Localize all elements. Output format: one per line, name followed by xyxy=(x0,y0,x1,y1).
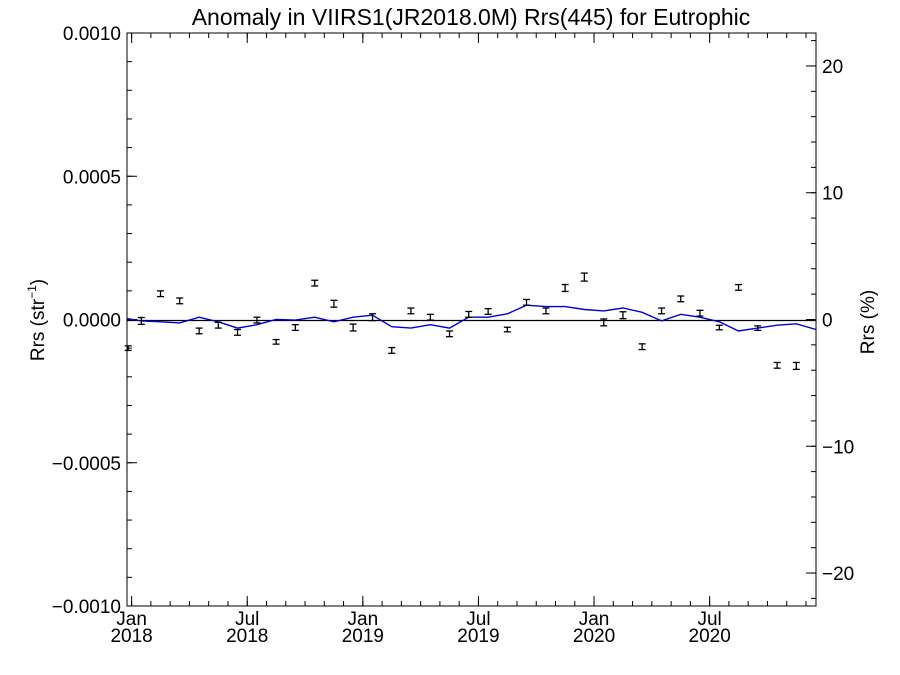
errorbar-point xyxy=(311,279,319,287)
right-tick-label: 20 xyxy=(822,57,843,78)
errorbar-point xyxy=(176,297,184,305)
errorbar-point xyxy=(484,307,492,315)
errorbar-point xyxy=(137,316,145,326)
right-axis-ticks: 20 10 0 −10 −20 xyxy=(806,40,854,599)
errorbar-point xyxy=(446,330,454,338)
x-tick-month-label: Jul xyxy=(466,609,490,630)
left-tick-label: −0.0010 xyxy=(52,597,121,618)
right-tick-label: 10 xyxy=(822,184,843,205)
left-tick-label: 0.0010 xyxy=(63,24,121,45)
errorbar-point xyxy=(426,313,434,321)
x-tick-year-label: 2020 xyxy=(573,626,615,647)
errorbar-point xyxy=(696,309,704,317)
left-tick-label: 0.0005 xyxy=(63,167,121,188)
errorbar-point xyxy=(272,338,280,345)
errorbar-point xyxy=(349,323,357,332)
errorbar-point xyxy=(754,325,762,332)
errorbar-point xyxy=(369,313,377,322)
errorbar-point xyxy=(291,324,299,332)
errorbar-point xyxy=(792,361,800,371)
y-axis-label-superscript: −1 xyxy=(25,285,39,299)
right-tick-label: −20 xyxy=(822,564,854,585)
errorbar-point xyxy=(523,298,531,306)
x-tick-month-label: Jul xyxy=(235,609,259,630)
errorbar-point xyxy=(638,343,646,351)
errorbar-point xyxy=(600,318,608,327)
x-tick-year-label: 2018 xyxy=(110,626,152,647)
errorbar-point xyxy=(773,361,781,369)
left-tick-label: −0.0005 xyxy=(52,454,121,475)
x-tick-month-label: Jan xyxy=(579,609,610,630)
mean-anomaly-line-series xyxy=(126,304,817,332)
left-axis-ticks: 0.0010 0.0005 0.0000 −0.0005 −0.0010 xyxy=(52,24,137,618)
errorbar-point xyxy=(195,327,203,335)
errorbar-point xyxy=(124,345,132,352)
errorbar-point xyxy=(330,299,338,308)
y2-axis-label: Rrs (%) xyxy=(858,290,879,354)
y-axis-label-close: ) xyxy=(28,279,49,285)
x-tick-year-label: 2019 xyxy=(342,626,384,647)
x-tick-year-label: 2020 xyxy=(689,626,731,647)
errorbar-point xyxy=(157,290,165,298)
x-tick-month-label: Jan xyxy=(348,609,379,630)
x-tick-month-label: Jan xyxy=(116,609,147,630)
errorbar-point xyxy=(561,283,569,293)
errorbar-point xyxy=(465,310,473,318)
errorbar-point xyxy=(503,326,511,333)
mean-anomaly-line xyxy=(126,304,817,332)
y-axis-label-text: Rrs (str xyxy=(28,298,49,361)
errorbar-point xyxy=(715,324,723,331)
left-tick-label: 0.0000 xyxy=(63,311,121,332)
errorbar-point xyxy=(407,307,415,315)
x-tick-month-label: Jul xyxy=(697,609,721,630)
chart-title: Anomaly in VIIRS1(JR2018.0M) Rrs(445) fo… xyxy=(192,4,751,30)
errorbar-point xyxy=(234,328,242,336)
x-tick-year-label: 2018 xyxy=(226,626,268,647)
errorbar-point xyxy=(658,307,666,315)
x-axis-ticks: Jan2018Jul2018Jan2019Jul2019Jan2020Jul20… xyxy=(110,33,807,647)
y-axis-label: Rrs (str−1) xyxy=(25,279,49,361)
errorbar-point xyxy=(253,316,261,324)
errorbar-point xyxy=(214,321,222,329)
right-tick-label: −10 xyxy=(822,437,854,458)
errorbar-point xyxy=(580,272,588,282)
anomaly-errorbar-series xyxy=(124,272,800,371)
x-tick-year-label: 2019 xyxy=(457,626,499,647)
errorbar-point xyxy=(735,283,743,291)
errorbar-point xyxy=(619,311,627,320)
errorbar-point xyxy=(388,346,396,354)
errorbar-point xyxy=(677,295,685,303)
errorbar-point xyxy=(542,307,550,315)
right-tick-label: 0 xyxy=(822,311,833,332)
plot-area: 0.0010 0.0005 0.0000 −0.0005 −0.0010 20 10 0 −1… xyxy=(52,24,854,647)
